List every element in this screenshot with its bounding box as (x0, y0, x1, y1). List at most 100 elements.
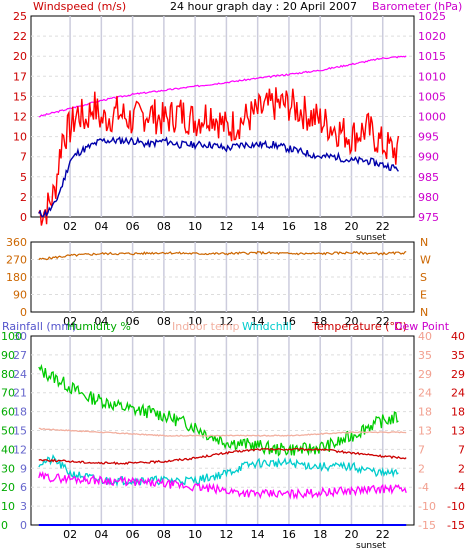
x-tick-label: 14 (251, 315, 265, 328)
compass-tick-label: E (420, 289, 427, 302)
rainfall-tick-label: 24 (13, 368, 27, 381)
temperature-tick-label: -10 (447, 500, 465, 513)
windspeed-line (38, 87, 400, 226)
panel-temp-humidity: Rainfall (mm) Humidity % Indoor temp Win… (1, 320, 465, 551)
x-tick-label: 16 (282, 220, 296, 233)
x-tick-label: 18 (313, 315, 327, 328)
indoor-temp-line (38, 427, 407, 437)
humidity-tick-label: 30 (1, 462, 15, 475)
humidity-tick-label: 20 (1, 481, 15, 494)
barometer-tick-label: 1005 (418, 90, 446, 103)
legend-rainfall: Rainfall (mm) (2, 320, 76, 333)
temperature-tick-label: 7 (458, 443, 465, 456)
barometer-tick-label: 1010 (418, 70, 446, 83)
humidity-line (38, 363, 399, 457)
x-tick-label: 08 (157, 315, 171, 328)
direction-tick-label: 270 (6, 254, 27, 267)
temperature-c-line (38, 447, 407, 466)
panel-3-x-ticks: 02 04 06 08 10 12 14 16 18 20 22 (63, 528, 390, 541)
x-tick-label: 08 (157, 220, 171, 233)
sunset-label-1: sunset (356, 233, 386, 243)
x-tick-label: 16 (282, 315, 296, 328)
temperature-tick-label: 35 (451, 349, 465, 362)
dew-point-line (38, 470, 407, 500)
humidity-tick-label: 80 (1, 368, 15, 381)
windspeed-tick-label: 0 (20, 211, 27, 224)
indoor-temp-tick-label: 18 (418, 406, 432, 419)
panel-2-series (38, 250, 407, 261)
temperature-tick-label: 13 (451, 425, 465, 438)
wind-average-line (38, 135, 399, 218)
rainfall-tick-label: 27 (13, 349, 27, 362)
panel-wind-barometer: Windspeed (m/s) 24 hour graph day : 20 A… (13, 0, 462, 243)
panel-3-rain-ticks: 0 3 6 9 12 15 18 21 24 27 30 (13, 330, 27, 532)
humidity-tick-label: 60 (1, 406, 15, 419)
x-tick-label: 14 (251, 220, 265, 233)
barometer-tick-label: 980 (418, 191, 439, 204)
rainfall-tick-label: 18 (13, 406, 27, 419)
x-tick-label: 12 (219, 315, 233, 328)
rainfall-tick-label: 6 (20, 481, 27, 494)
temperature-tick-label: 2 (458, 462, 465, 475)
panel-2-left-ticks: 0 90 180 270 360 (6, 236, 27, 319)
indoor-temp-tick-label: -10 (418, 500, 436, 513)
x-tick-label: 16 (282, 528, 296, 541)
windspeed-tick-label: 10 (13, 131, 27, 144)
panel-1-right-ticks: 975 980 985 990 995 1000 1005 1010 1015 1020 1025 (418, 10, 446, 224)
rainfall-tick-label: 9 (20, 462, 27, 475)
x-tick-label: 20 (344, 528, 358, 541)
temperature-tick-label: -4 (454, 481, 465, 494)
barometer-tick-label: 1000 (418, 111, 446, 124)
humidity-tick-label: 40 (1, 443, 15, 456)
windspeed-tick-label: 25 (13, 10, 27, 23)
x-tick-label: 14 (251, 528, 265, 541)
rainfall-tick-label: 3 (20, 500, 27, 513)
x-tick-label: 06 (126, 315, 140, 328)
indoor-temp-tick-label: 29 (418, 368, 432, 381)
indoor-temp-tick-label: 24 (418, 387, 432, 400)
sunset-label-3: sunset (356, 541, 386, 551)
x-tick-label: 10 (188, 220, 202, 233)
barometer-tick-label: 995 (418, 131, 439, 144)
temperature-tick-label: 29 (451, 368, 465, 381)
panel-1-series (38, 55, 407, 226)
barometer-axis-label: Barometer (hPa) (372, 0, 462, 13)
rainfall-tick-label: 21 (13, 387, 27, 400)
x-tick-label: 10 (188, 528, 202, 541)
x-tick-label: 04 (94, 315, 108, 328)
indoor-temp-tick-label: -4 (418, 481, 429, 494)
barometer-tick-label: 990 (418, 151, 439, 164)
compass-tick-label: S (420, 271, 427, 284)
compass-tick-label: W (420, 254, 431, 267)
barometer-tick-label: 1025 (418, 10, 446, 23)
rainfall-tick-label: 12 (13, 443, 27, 456)
x-tick-label: 02 (63, 315, 77, 328)
legend-windchill: Windchill (242, 320, 292, 333)
indoor-temp-tick-label: -15 (418, 519, 436, 532)
panel-1-x-ticks: 02 04 06 08 10 12 14 16 18 20 22 (63, 220, 390, 233)
indoor-temp-tick-label: 2 (418, 462, 425, 475)
panel-3-temp-outer-ticks: -15 -10 -4 2 7 13 18 24 29 35 40 (447, 330, 465, 532)
x-tick-label: 02 (63, 528, 77, 541)
humidity-tick-label: 10 (1, 500, 15, 513)
compass-tick-label: N (420, 236, 428, 249)
direction-tick-label: 0 (20, 306, 27, 319)
temperature-tick-label: 40 (451, 330, 465, 343)
humidity-tick-label: 100 (1, 330, 22, 343)
x-tick-label: 06 (126, 220, 140, 233)
x-tick-label: 12 (219, 220, 233, 233)
windspeed-tick-label: 15 (13, 90, 27, 103)
direction-tick-label: 360 (6, 236, 27, 249)
windspeed-tick-label: 20 (13, 50, 27, 63)
windspeed-tick-label: 22 (13, 30, 27, 43)
rainfall-tick-label: 0 (20, 519, 27, 532)
x-tick-label: 18 (313, 528, 327, 541)
windspeed-axis-label: Windspeed (m/s) (33, 0, 126, 13)
humidity-tick-label: 0 (1, 519, 8, 532)
rainfall-tick-label: 15 (13, 425, 27, 438)
chart-title: 24 hour graph day : 20 April 2007 (170, 0, 357, 13)
direction-tick-label: 90 (13, 289, 27, 302)
barometer-line (38, 55, 407, 118)
